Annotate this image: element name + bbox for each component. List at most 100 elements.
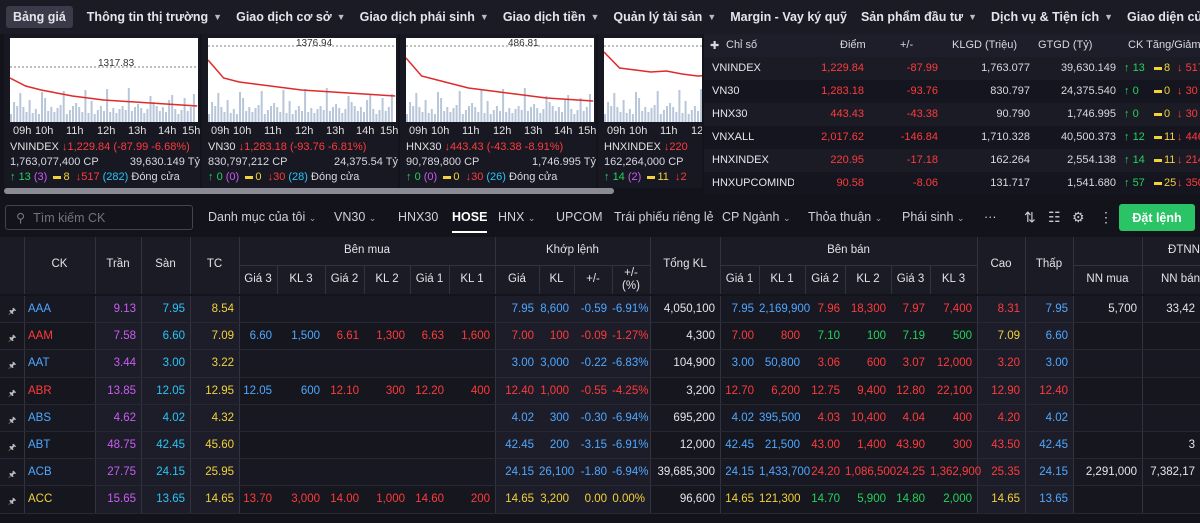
header-sell-gia1: Giá 1 (725, 273, 754, 285)
cell-symbol[interactable]: AAM (28, 330, 53, 343)
table-row[interactable]: 🖈 AAM 7.58 6.60 7.09 6.60 1,500 6.61 1,300 6.63 1,… (0, 323, 1200, 351)
index-row-name: VN30 (712, 85, 740, 97)
nav-item-9[interactable]: Giao diện của tôi (1127, 10, 1200, 24)
cell-sk3: 2,000 (943, 493, 972, 506)
table-row[interactable]: 🖈 AAA 9.13 7.95 8.54 7.95 8,600 -0.59 -6.91% 4,05… (0, 296, 1200, 324)
nav-item-1[interactable]: Thông tin thị trường ▼ (87, 10, 222, 24)
index-row-flat: 25 (1154, 177, 1176, 189)
pin-icon[interactable]: 🖈 (8, 360, 17, 371)
pin-icon[interactable]: 🖈 (8, 496, 17, 507)
index-volume: 90,789,800 CP (406, 156, 480, 168)
tab-7[interactable]: CP Ngành ⌄ (722, 210, 790, 224)
index-row[interactable]: HNX30 443.43 -43.38 90.790 1,746.995 ↑ 0… (704, 103, 1200, 126)
table-row[interactable]: 🖈 ABR 13.85 12.05 12.95 12.05 600 12.10 300 12.20… (0, 377, 1200, 405)
cell-bk3: 3,000 (291, 493, 320, 506)
cell-symbol[interactable]: ACC (28, 493, 53, 506)
index-row-gtgd: 24,375.540 (1060, 85, 1116, 97)
pin-icon[interactable]: 🖈 (8, 333, 17, 344)
index-value: 220 (669, 141, 688, 153)
more-vertical-icon[interactable]: ⋮ (1099, 209, 1113, 225)
cell-bk1: 1,600 (461, 330, 490, 343)
chart-tick-label: 09h (607, 125, 626, 137)
index-table: ✚ Chỉ số Điểm +/- KLGD (Triệu) GTGD (Tỷ)… (704, 34, 1200, 194)
cell-symbol[interactable]: ACB (28, 466, 52, 479)
gear-icon[interactable]: ⚙ (1072, 209, 1085, 225)
index-row[interactable]: HNXUPCOMINDEX 90.58 -8.06 131.717 1,541.… (704, 172, 1200, 195)
collapse-icon[interactable]: ✚ (710, 40, 720, 52)
nav-item-0[interactable]: Bảng giá (6, 6, 73, 28)
cell-kl: 100 (549, 330, 569, 343)
table-row[interactable]: 🖈 ACB 27.75 24.15 25.95 24.15 26,100 -1.80 -6.94… (0, 459, 1200, 487)
index-row-down-count: 517 (1185, 62, 1200, 74)
index-row[interactable]: VNINDEX 1,229.84 -87.99 1,763.077 39,630… (704, 57, 1200, 80)
nav-item-8[interactable]: Dịch vụ & Tiện ích ▼ (991, 10, 1113, 24)
pin-icon[interactable]: 🖈 (8, 306, 17, 316)
pin-icon[interactable]: 🖈 (8, 414, 17, 425)
pin-icon[interactable]: 🖈 (8, 442, 17, 452)
mini-chart-1[interactable]: 1376.94 09h 10h 11h 12h 13h 14h 15h VN30 ↓1,28… (202, 34, 398, 188)
nav-item-5[interactable]: Quản lý tài sản ▼ (613, 10, 716, 24)
ceiling-count: (2) (627, 171, 642, 183)
cell-bk1: 400 (470, 384, 490, 397)
index-row-change: -43.38 (906, 108, 938, 120)
mini-chart-0[interactable]: 1317.83 09h 10h 11h 12h 13h 14h 15h VNINDEX ↓1… (4, 34, 200, 188)
search-box[interactable]: ⚲ (5, 205, 193, 230)
pin-icon[interactable]: 🖈 (8, 469, 17, 480)
cell-tc: 12.95 (205, 384, 234, 397)
cell-symbol[interactable]: AAT (28, 357, 50, 370)
cell-pm: -1.80 (580, 466, 607, 479)
index-row-down-count: 30 (1185, 108, 1198, 120)
cell-b3: 13.70 (243, 493, 272, 506)
tab-9[interactable]: Phái sinh ⌄ (902, 210, 964, 224)
table-row[interactable]: 🖈 ABS 4.62 4.02 4.32 4.02 300 -0.30 -6.94% 695,20… (0, 404, 1200, 432)
cell-tran: 4.62 (113, 411, 136, 424)
nav-item-2[interactable]: Giao dịch cơ sở ▼ (236, 10, 346, 24)
tab-0[interactable]: Danh mục của tôi ⌄ (208, 210, 316, 224)
index-row-name: HNX30 (712, 108, 748, 120)
index-row-klgd: 830.797 (990, 85, 1030, 97)
tab-label: Danh mục của tôi (208, 210, 306, 224)
cell-symbol[interactable]: ABT (28, 439, 51, 451)
tab-5[interactable]: UPCOM (556, 210, 603, 224)
place-order-button[interactable]: Đặt lệnh (1119, 204, 1195, 231)
cell-sk1: 6,200 (771, 384, 800, 397)
intraday-chart: 1317.83 (10, 38, 198, 122)
nav-item-4[interactable]: Giao dịch tiền ▼ (503, 10, 600, 24)
cell-tran: 48.75 (107, 439, 136, 451)
cell-symbol[interactable]: ABR (28, 384, 52, 397)
tab-4[interactable]: HNX ⌄ (498, 210, 535, 224)
nav-item-7[interactable]: Sản phẩm đầu tư ▼ (861, 10, 977, 24)
header-tran: Trần (106, 258, 130, 270)
index-row-change: -17.18 (906, 154, 938, 166)
tab-8[interactable]: Thỏa thuận ⌄ (808, 210, 882, 224)
table-row[interactable]: 🖈 ACC 15.65 13.65 14.65 13.70 3,000 14.00 1,000 1… (0, 486, 1200, 514)
tab-6[interactable]: Trái phiếu riêng lẻ (614, 210, 714, 224)
tab-10[interactable]: ··· (984, 210, 997, 224)
tab-3[interactable]: HOSE (452, 210, 488, 233)
tab-2[interactable]: HNX30 (398, 210, 438, 224)
nav-item-3[interactable]: Giao dịch phái sinh ▼ (360, 10, 489, 24)
index-row[interactable]: VNXALL 2,017.62 -146.84 1,710.328 40,500… (704, 126, 1200, 149)
cell-symbol[interactable]: ABS (28, 411, 52, 424)
chart-tick-label: 14h (554, 125, 573, 137)
header-sell-gia3: Giá 3 (896, 273, 925, 285)
cell-pct: -6.91% (612, 303, 649, 315)
search-input[interactable] (33, 210, 184, 225)
cell-symbol[interactable]: AAA (28, 303, 52, 315)
index-row[interactable]: HNXINDEX 220.95 -17.18 162.264 2,554.138… (704, 149, 1200, 172)
chevron-down-icon: ▼ (968, 12, 977, 22)
pin-icon[interactable]: 🖈 (8, 387, 17, 398)
mini-chart-2[interactable]: 486.81 09h 10h 11h 12h 13h 14h 15h HNX30 ↓443.… (400, 34, 596, 188)
index-row-point: 90.58 (836, 177, 864, 189)
cell-sk2: 1,400 (857, 439, 886, 451)
mini-charts-scrollbar[interactable] (4, 188, 614, 194)
index-row[interactable]: VN30 1,283.18 -93.76 830.797 24,375.540 … (704, 80, 1200, 103)
nav-item-6[interactable]: Margin - Vay ký quỹ (730, 10, 847, 24)
tab-1[interactable]: VN30 ⌄ (334, 210, 376, 224)
excel-icon[interactable]: ☷ (1048, 209, 1061, 225)
table-row[interactable]: 🖈 ABT 48.75 42.45 45.60 42.45 200 -3.15 -6.91% 12… (0, 432, 1200, 460)
index-row-up-count: 13 (1132, 62, 1145, 74)
sort-icon[interactable]: ⇅ (1024, 209, 1036, 225)
table-row[interactable]: 🖈 AAT 3.44 3.00 3.22 3.00 3,000 -0.22 -6.83% 104,… (0, 350, 1200, 378)
